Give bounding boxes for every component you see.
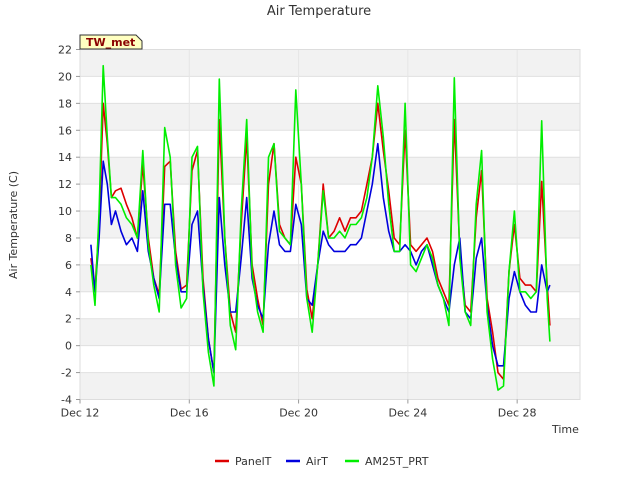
y-tick-label: 16 (58, 124, 72, 137)
legend-item-airt: AirT (286, 455, 328, 468)
plot-frame (79, 49, 581, 400)
y-tick-label: 4 (65, 286, 72, 299)
legend-label: PanelT (235, 455, 272, 468)
legend-item-am25t-prt: AM25T_PRT (345, 455, 429, 468)
grid-band (80, 157, 580, 185)
legend: PanelT AirT AM25T_PRT (215, 455, 429, 468)
grid-band (80, 211, 580, 238)
y-axis-label: Air Temperature (C) (7, 171, 20, 279)
y-tick-label: 8 (65, 232, 72, 245)
series-line-am25t-prt (90, 64, 551, 391)
x-tick-label: Dec 24 (388, 407, 427, 420)
x-axis-label: Time (551, 423, 579, 436)
y-tick-label: 2 (65, 313, 72, 326)
chart-title: Air Temperature (267, 4, 371, 19)
grid-band (80, 264, 580, 292)
y-tick-label: 18 (58, 97, 72, 110)
grid-band (80, 318, 580, 346)
y-tick-label: 22 (58, 44, 72, 57)
legend-item-panelt: PanelT (215, 455, 272, 468)
x-axis-ticks: Dec 12 Dec 16 Dec 20 Dec 24 Dec 28 (61, 399, 537, 420)
y-tick-label: -4 (61, 394, 72, 407)
y-tick-label: 14 (58, 151, 72, 164)
y-tick-label: 12 (58, 178, 72, 191)
x-tick-label: Dec 20 (279, 407, 318, 420)
grid-band (80, 49, 580, 77)
tw-met-badge: TW_met (79, 34, 143, 50)
y-tick-label: -2 (61, 367, 72, 380)
series-lines (90, 64, 551, 391)
y-tick-label: 0 (65, 340, 72, 353)
badge-background (79, 34, 143, 50)
legend-label: AirT (306, 455, 328, 468)
x-tick-label: Dec 12 (61, 407, 100, 420)
y-tick-label: 6 (65, 259, 72, 272)
grid-band (80, 372, 580, 400)
badge-label: TW_met (86, 36, 135, 49)
y-axis-ticks: -4 -2 0 2 4 6 8 10 12 14 16 18 20 22 (58, 44, 80, 407)
y-tick-label: 20 (58, 70, 72, 83)
y-tick-label: 10 (58, 205, 72, 218)
grid-band (80, 103, 580, 131)
legend-label: AM25T_PRT (365, 455, 429, 468)
x-tick-label: Dec 16 (170, 407, 209, 420)
x-tick-label: Dec 28 (498, 407, 537, 420)
